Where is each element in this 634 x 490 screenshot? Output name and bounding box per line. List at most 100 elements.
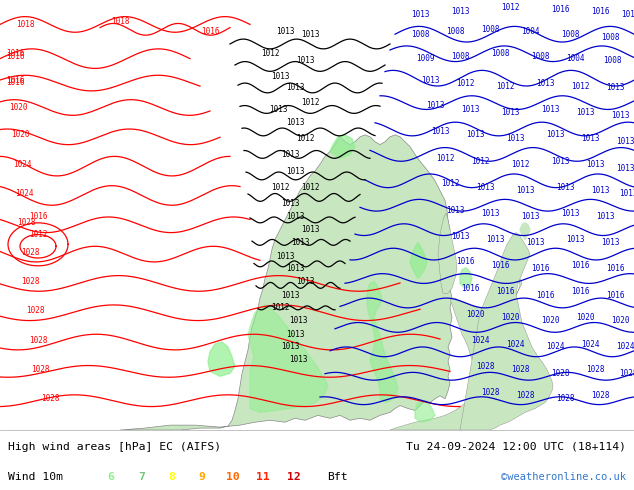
Text: 1013: 1013 [286,118,304,127]
Text: Wind 10m: Wind 10m [8,472,63,482]
Text: 1013: 1013 [486,235,504,244]
Text: 1013: 1013 [295,277,314,286]
Text: 1013: 1013 [281,150,299,159]
Text: 1013: 1013 [521,213,540,221]
Text: 1013: 1013 [286,83,304,93]
Text: 1013: 1013 [591,186,609,195]
Text: 1024: 1024 [546,343,564,351]
Text: 1028: 1028 [31,365,49,374]
Text: 1013: 1013 [461,105,479,114]
Text: 1016: 1016 [6,52,24,61]
Text: 1013: 1013 [536,78,554,88]
Text: 1020: 1020 [11,130,29,139]
Text: 1013: 1013 [421,75,439,85]
Text: 1008: 1008 [451,52,469,61]
Text: 1013: 1013 [551,157,569,166]
Polygon shape [367,281,398,403]
Text: 1028: 1028 [619,369,634,378]
Text: 1013: 1013 [581,134,599,143]
Text: 9: 9 [199,472,205,482]
Text: 1013: 1013 [466,130,484,139]
Text: 1013: 1013 [451,7,469,16]
Text: 1004: 1004 [521,27,540,36]
Text: 1012: 1012 [301,183,320,192]
Text: 1028: 1028 [21,247,39,257]
Polygon shape [410,243,427,278]
Text: 1008: 1008 [446,27,464,36]
Text: 1016: 1016 [461,284,479,293]
Text: 1008: 1008 [601,33,619,42]
Text: 1024: 1024 [15,189,33,198]
Text: 1028: 1028 [16,219,36,227]
Text: 1013: 1013 [601,238,619,247]
Text: 1016: 1016 [536,291,554,300]
Text: 1018: 1018 [16,20,34,29]
Text: 1016: 1016 [201,27,219,36]
Polygon shape [520,223,530,240]
Text: 1013: 1013 [596,213,614,221]
Text: 1012: 1012 [271,183,289,192]
Text: 1028: 1028 [41,394,59,403]
Text: 1016: 1016 [605,264,624,273]
Text: 1024: 1024 [471,336,489,344]
Text: 1016: 1016 [571,287,589,296]
Text: 1012: 1012 [271,303,289,312]
Text: 1013: 1013 [288,355,307,364]
Text: 1004: 1004 [566,54,585,63]
Text: 1012: 1012 [295,134,314,143]
Text: 1013: 1013 [621,10,634,19]
Text: 1008: 1008 [603,56,621,65]
Text: 1028: 1028 [26,306,44,315]
Text: 1012: 1012 [471,157,489,166]
Text: 1013: 1013 [616,164,634,172]
Text: High wind areas [hPa] EC (AIFS): High wind areas [hPa] EC (AIFS) [8,442,221,452]
Text: 1013: 1013 [288,316,307,325]
Text: 1016: 1016 [531,264,549,273]
Text: 1028: 1028 [556,394,574,403]
Text: 1013: 1013 [301,225,320,234]
Text: 1012: 1012 [571,81,589,91]
Text: 1016: 1016 [591,7,609,16]
Polygon shape [438,213,457,293]
Polygon shape [460,268,472,288]
Text: 1013: 1013 [556,183,574,192]
Text: 1024: 1024 [581,340,599,348]
Text: 1028: 1028 [515,392,534,400]
Text: 1016: 1016 [6,49,24,58]
Text: 7: 7 [138,472,145,482]
Polygon shape [120,135,452,430]
Text: 1013: 1013 [281,343,299,351]
Text: 1013: 1013 [286,167,304,175]
Text: 1013: 1013 [286,330,304,339]
Polygon shape [248,305,328,413]
Text: 1028: 1028 [511,365,529,374]
Text: 1013: 1013 [281,199,299,208]
Text: Bft: Bft [327,472,348,482]
Text: 1013: 1013 [430,127,450,136]
Text: 1013: 1013 [276,251,294,261]
Text: 1013: 1013 [526,238,544,247]
Text: 1018: 1018 [111,17,129,26]
Text: 1013: 1013 [481,209,499,218]
Text: 1013: 1013 [611,111,630,120]
Polygon shape [460,233,553,430]
Text: 1013: 1013 [586,160,604,169]
Text: Tu 24-09-2024 12:00 UTC (18+114): Tu 24-09-2024 12:00 UTC (18+114) [406,442,626,452]
Text: 1013: 1013 [411,10,429,19]
Text: 1013: 1013 [619,189,634,198]
Text: 1028: 1028 [586,365,604,374]
Text: 1009: 1009 [416,54,434,63]
Text: 1020: 1020 [9,103,27,112]
Text: 1013: 1013 [560,209,579,218]
Text: 6: 6 [108,472,114,482]
Text: 1012: 1012 [501,3,519,12]
Text: 1020: 1020 [501,313,519,322]
Polygon shape [208,342,235,376]
Text: 10: 10 [226,472,240,482]
Text: 8: 8 [169,472,175,482]
Text: 1028: 1028 [29,336,48,344]
Text: 1020: 1020 [611,316,630,325]
Text: 1013: 1013 [295,56,314,65]
Text: 1008: 1008 [560,30,579,39]
Text: 1016: 1016 [6,75,24,85]
